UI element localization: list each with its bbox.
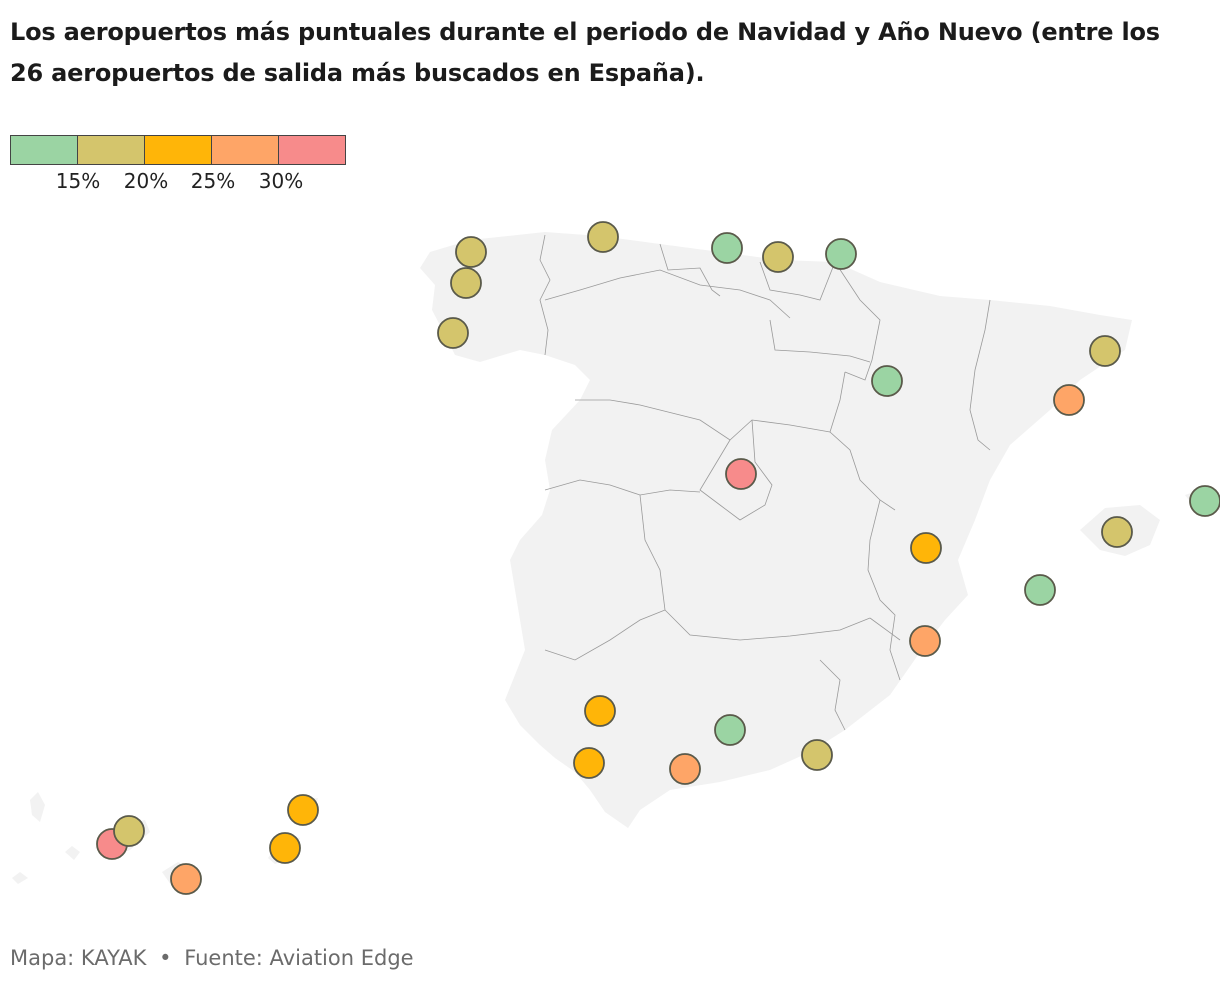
map-title: Los aeropuertos más puntuales durante el… [10, 18, 1160, 87]
airport-marker[interactable] [1189, 485, 1220, 517]
airport-marker[interactable] [801, 739, 833, 771]
legend-swatch-5 [278, 135, 346, 165]
region-border-valencia [867, 499, 901, 681]
iberian-mainland-shape [420, 232, 1132, 828]
region-border-basque-navarra [759, 261, 836, 301]
legend-swatch-2 [77, 135, 145, 165]
legend-tick-15: 15% [55, 169, 101, 193]
airport-marker[interactable] [587, 221, 619, 253]
airport-marker[interactable] [170, 863, 202, 895]
airport-marker[interactable] [113, 815, 145, 847]
airport-marker[interactable] [1101, 516, 1133, 548]
airport-marker[interactable] [762, 241, 794, 273]
airport-marker[interactable] [825, 238, 857, 270]
legend-swatch-4 [211, 135, 279, 165]
region-border-castilla-leon-north [544, 269, 791, 319]
region-borders [539, 234, 991, 731]
airport-marker[interactable] [1089, 335, 1121, 367]
footer-separator: • [159, 946, 172, 970]
airport-marker[interactable] [711, 232, 743, 264]
el-hierro-shape [12, 872, 28, 884]
region-border-navarra-aragon [834, 261, 881, 381]
map-footer: Mapa: KAYAK • Fuente: Aviation Edge [10, 946, 414, 970]
legend-tick-30: 30% [258, 169, 304, 193]
source-credit: Fuente: Aviation Edge [184, 946, 414, 970]
legend-tick-20: 20% [123, 169, 169, 193]
spain-map [12, 221, 1220, 895]
airport-marker[interactable] [437, 317, 469, 349]
airport-marker[interactable] [584, 695, 616, 727]
airport-marker[interactable] [725, 458, 757, 490]
region-border-castilla-la-mancha [639, 494, 871, 641]
map-credit: Mapa: KAYAK [10, 946, 147, 970]
airport-marker[interactable] [669, 753, 701, 785]
region-border-castilla-leon-south [575, 399, 831, 441]
legend-bar [10, 135, 346, 165]
region-border-andalusia [544, 609, 666, 661]
region-border-madrid [699, 419, 773, 521]
airport-marker[interactable] [910, 532, 942, 564]
region-border-aragon-catalonia [969, 299, 991, 451]
airport-marker[interactable] [269, 832, 301, 864]
airport-marker[interactable] [714, 714, 746, 746]
region-border-asturias-cantabria [659, 243, 721, 297]
airport-marker[interactable] [909, 625, 941, 657]
mainland-spain [420, 232, 1132, 828]
airport-marker[interactable] [871, 365, 903, 397]
airport-marker[interactable] [287, 794, 319, 826]
airport-markers [96, 221, 1220, 895]
color-legend: 15% 20% 25% 30% [10, 135, 350, 195]
airport-marker[interactable] [1053, 384, 1085, 416]
airport-marker[interactable] [455, 236, 487, 268]
legend-swatch-1 [10, 135, 78, 165]
airport-marker[interactable] [450, 267, 482, 299]
la-palma-shape [30, 792, 45, 822]
region-border-extremadura [544, 479, 701, 496]
region-border-galicia [539, 234, 551, 356]
legend-swatch-3 [144, 135, 212, 165]
region-border-rioja [769, 319, 871, 363]
legend-tick-25: 25% [190, 169, 236, 193]
airport-marker[interactable] [573, 747, 605, 779]
la-gomera-shape [65, 846, 80, 860]
airport-marker[interactable] [1024, 574, 1056, 606]
region-border-murcia [819, 617, 901, 731]
